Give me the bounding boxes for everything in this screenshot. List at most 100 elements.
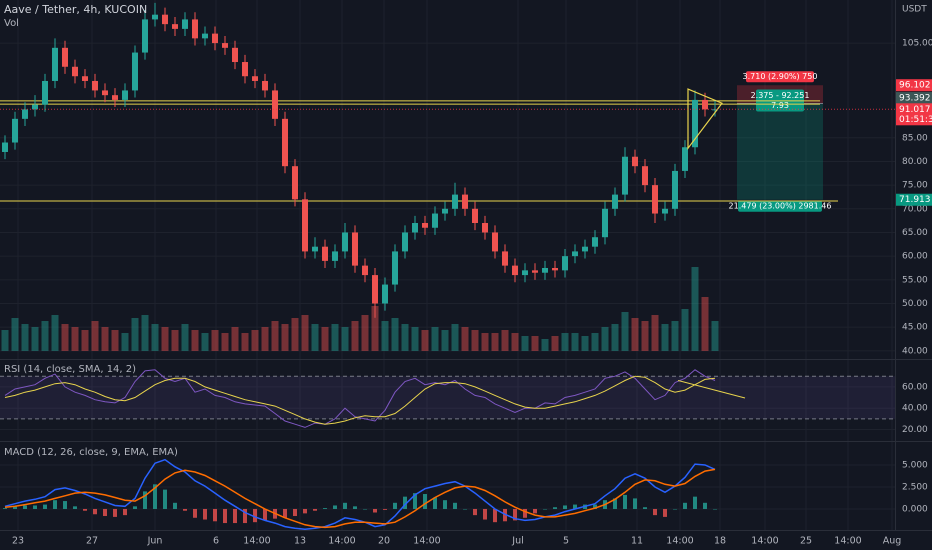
x-tick-label: 14:00: [413, 536, 440, 547]
macd-hist-bar: [693, 496, 697, 509]
volume-bar: [231, 327, 239, 351]
macd-hist-bar: [293, 508, 297, 517]
candle-body: [702, 99, 708, 110]
volume-bar: [481, 333, 489, 351]
macd-hist-bar: [703, 502, 707, 509]
macd-hist-bar: [623, 494, 627, 509]
volume-bar: [381, 321, 389, 351]
macd-hist-bar: [543, 508, 547, 510]
y-tick-label: 75.00: [902, 181, 928, 191]
candle-body: [132, 52, 138, 91]
macd-hist-bar: [683, 502, 687, 509]
macd-hist-bar: [193, 508, 197, 518]
candle-body: [12, 118, 18, 143]
volume-bar: [711, 321, 719, 351]
y-tick-label: 55.00: [902, 275, 928, 285]
candle-body: [672, 170, 678, 209]
volume-bar: [551, 336, 559, 351]
candle-body: [102, 90, 108, 96]
y-tick-label: 40.00: [902, 404, 928, 414]
volume-bar: [511, 333, 519, 351]
y-tick-label: 2.500: [902, 482, 928, 492]
candle-body: [622, 156, 628, 195]
candle-body: [692, 99, 698, 148]
volume-bar: [611, 324, 619, 351]
macd-hist-bar: [593, 504, 597, 509]
volume-bar: [91, 321, 99, 351]
volume-bar: [151, 324, 159, 351]
macd-hist-bar: [353, 506, 357, 509]
volume-bar: [691, 267, 699, 351]
macd-hist-bar: [213, 508, 217, 522]
candle-body: [512, 265, 518, 276]
macd-hist-bar: [113, 508, 117, 517]
volume-bar: [441, 330, 449, 351]
volume-bar: [621, 312, 629, 351]
candle-body: [342, 232, 348, 252]
candle-body: [92, 80, 98, 91]
macd-hist-bar: [493, 508, 497, 523]
candle-body: [322, 246, 328, 261]
candle-body: [282, 118, 288, 167]
reward-label-bg: [738, 200, 822, 212]
volume-bar: [71, 327, 79, 351]
volume-bar: [321, 327, 329, 351]
volume-bar: [361, 315, 369, 351]
macd-line: [4, 458, 716, 530]
macd-hist-bar: [523, 508, 527, 518]
volume-bar: [701, 297, 709, 351]
x-tick-label: 13: [294, 536, 306, 547]
volume-bar: [121, 333, 129, 351]
volume-bar: [241, 333, 249, 351]
volume-bar: [81, 330, 89, 351]
macd-hist-bar: [83, 508, 87, 511]
price-tag-bg: [896, 193, 932, 206]
macd-hist-bar: [223, 508, 227, 524]
rsi-trendline: [677, 379, 746, 399]
macd-hist-bar: [173, 502, 177, 509]
x-tick-label: 18: [714, 536, 726, 547]
macd-hist-bar: [463, 508, 467, 510]
macd-hist-bar: [413, 493, 417, 509]
x-tick-label: Jul: [511, 536, 523, 547]
volume-bar: [31, 327, 39, 351]
x-tick-label: 11: [631, 536, 643, 547]
volume-bar: [331, 324, 339, 351]
macd-hist-bar: [73, 506, 77, 509]
candle-body: [432, 213, 438, 228]
candle-body: [212, 33, 218, 44]
candle-body: [612, 194, 618, 209]
countdown: 01:51:38: [899, 115, 932, 125]
candle-body: [642, 166, 648, 186]
macd-hist-bar: [643, 507, 647, 509]
x-tick-label: 27: [86, 536, 98, 547]
volume-bar: [181, 324, 189, 351]
volume-bar: [601, 327, 609, 351]
candle-body: [182, 19, 188, 29]
x-tick-label: 14:00: [834, 536, 861, 547]
volume-bar: [661, 324, 669, 351]
macd-hist-bar: [143, 491, 147, 509]
volume-bar: [21, 324, 29, 351]
reward-zone: [737, 103, 823, 200]
volume-bar: [281, 324, 289, 351]
volume-bar: [111, 330, 119, 351]
macd-hist-bar: [713, 508, 717, 510]
y-tick-label: 5.000: [902, 460, 928, 470]
macd-hist-bar: [343, 502, 347, 509]
candle-body: [372, 275, 378, 304]
signal-line: [4, 468, 716, 529]
x-tick-label: Jun: [147, 536, 163, 547]
candle-body: [632, 156, 638, 167]
x-tick-label: 6: [213, 536, 219, 547]
macd-hist-bar: [503, 508, 507, 522]
candle-body: [32, 104, 38, 110]
volume-bar: [251, 330, 259, 351]
candle-body: [22, 109, 28, 119]
macd-hist-bar: [243, 508, 247, 524]
macd-hist-bar: [53, 500, 57, 509]
candle-body: [592, 237, 598, 247]
macd-hist-bar: [633, 498, 637, 509]
candle-body: [72, 66, 78, 77]
price-tag-bg: [896, 92, 932, 105]
